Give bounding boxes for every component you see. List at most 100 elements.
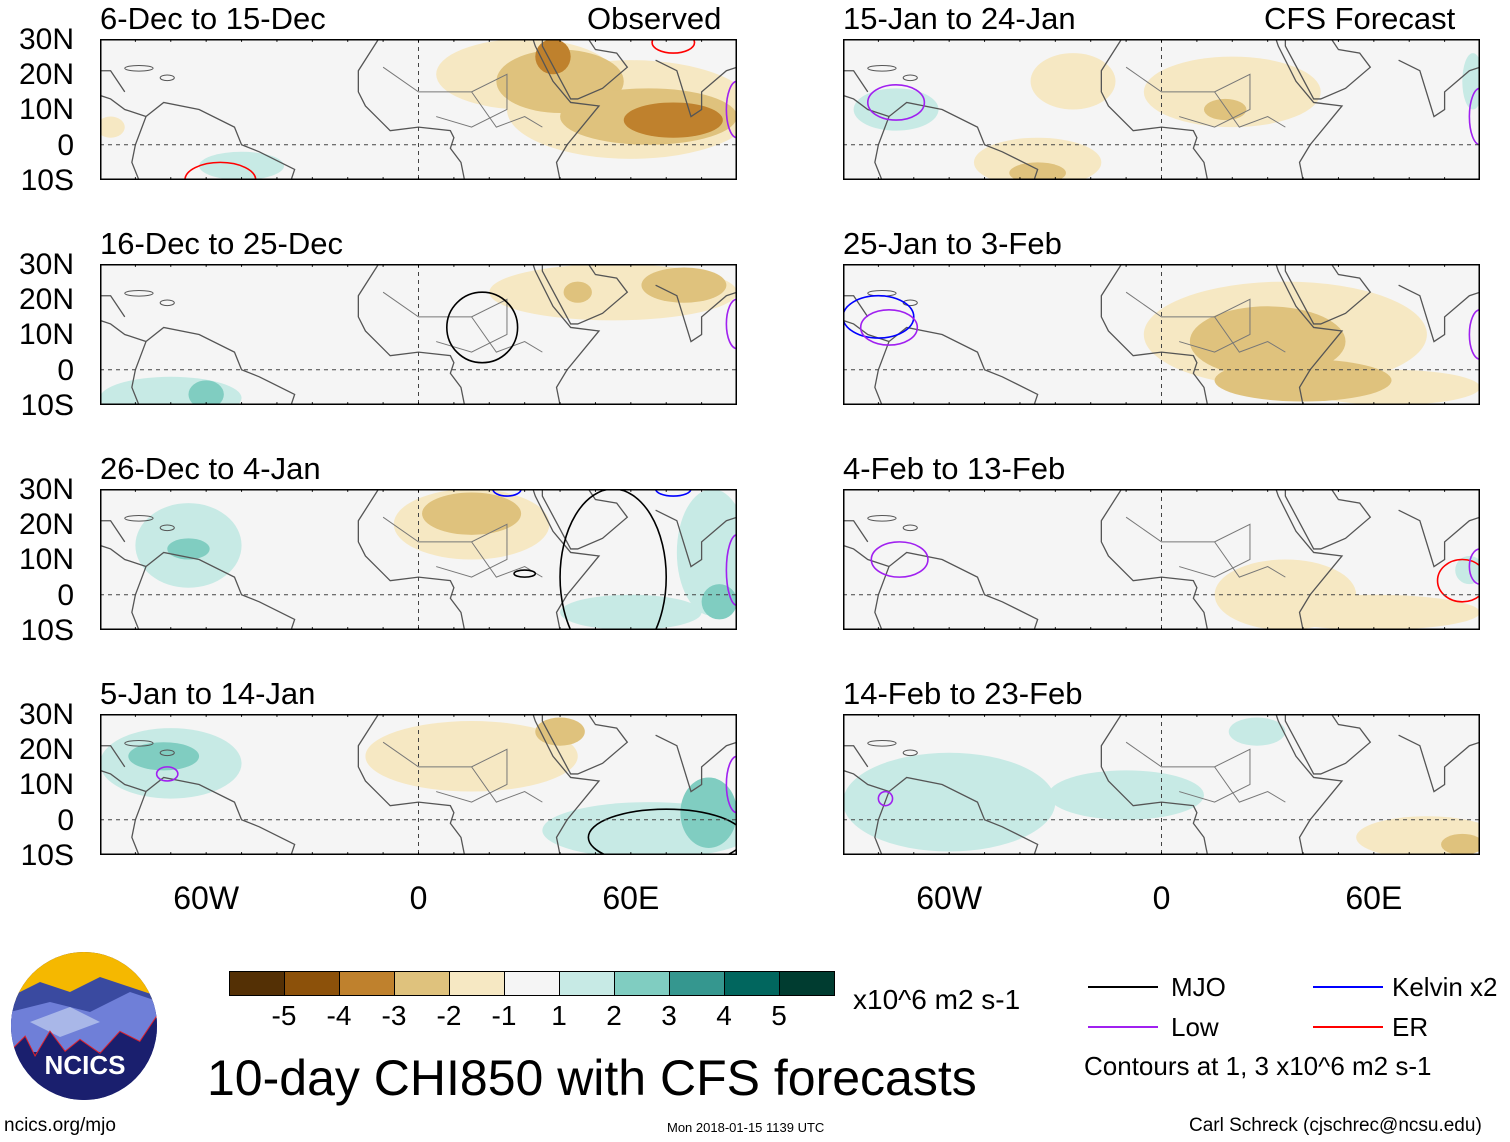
panel-title: 16-Dec to 25-Dec: [100, 226, 343, 261]
colorbar-swatch: [505, 972, 560, 995]
coastline-camer: [100, 95, 146, 116]
lat-label: 30N: [18, 23, 74, 56]
contour-low: [1469, 549, 1480, 584]
colorbar-label: -5: [271, 1000, 297, 1031]
coastline-africaE: [532, 39, 599, 180]
contour-low: [878, 792, 892, 806]
coastline-india: [1399, 510, 1480, 566]
coastline-samerW: [875, 342, 889, 405]
coastline-samer: [146, 327, 295, 405]
colorbar-swatch: [340, 972, 395, 995]
contour-mjo: [560, 489, 666, 630]
coastline-cuba: [125, 290, 153, 296]
colorbar-label: -3: [381, 1000, 407, 1031]
map-panel: [843, 264, 1480, 405]
anomaly-shading: [100, 116, 125, 138]
contour-low: [1469, 88, 1480, 144]
coastline-camer: [100, 545, 146, 566]
anomaly-shading: [973, 137, 1102, 180]
coastline-samer: [889, 102, 1038, 180]
anomaly-shading: [1203, 98, 1247, 121]
map-panel: [100, 489, 737, 630]
coastline-cuba: [868, 65, 896, 71]
legend-line-er: [1313, 1026, 1383, 1028]
lon-label: 60W: [916, 880, 983, 916]
coastline-arabia: [542, 39, 627, 99]
border-lines: [1126, 517, 1285, 577]
coastline-hispaniola: [903, 75, 917, 81]
anomaly-shading: [535, 717, 585, 746]
coastline-samer: [889, 327, 1038, 405]
lat-label: 30N: [18, 698, 74, 731]
coastline-camerN: [100, 746, 125, 767]
coastline-arabia: [1285, 714, 1370, 774]
coastline-camerN: [843, 746, 868, 767]
coastline-samerW: [875, 567, 889, 630]
lon-label: 60W: [173, 880, 240, 916]
anomaly-shading: [676, 489, 737, 616]
map-panel: [843, 489, 1480, 630]
footer-url: ncics.org/mjo: [4, 1115, 116, 1136]
border-lines: [383, 67, 542, 127]
anomaly-shading: [853, 88, 939, 131]
contour-low: [868, 85, 925, 120]
coastline-camer: [100, 320, 146, 341]
coastline-india: [1399, 735, 1480, 791]
coastline-india: [656, 285, 737, 341]
colorbar-swatch: [670, 972, 725, 995]
lat-label: 10S: [20, 613, 74, 647]
lat-label: 20N: [18, 58, 74, 92]
coastline-samerW: [132, 342, 146, 405]
coastline-samerW: [875, 117, 889, 180]
coastline-india: [656, 60, 737, 116]
anomaly-shading: [641, 267, 727, 303]
anomaly-shading: [1441, 833, 1480, 855]
colorbar-label: 1: [551, 1000, 567, 1031]
coastline-arabia: [1285, 489, 1370, 549]
lat-label: 30N: [18, 248, 74, 281]
lat-label: 10S: [20, 838, 74, 872]
map-panel: [100, 714, 737, 855]
coastline-hispaniola: [903, 300, 917, 306]
contour-low: [871, 542, 928, 577]
anomaly-shading: [560, 594, 702, 630]
contour-kelvin: [656, 489, 691, 496]
lat-label: 10S: [20, 163, 74, 197]
colorbar-label: 5: [771, 1000, 787, 1031]
contour-low: [726, 756, 737, 812]
lat-label: 20N: [18, 283, 74, 317]
colorbar-swatch: [725, 972, 780, 995]
anomaly-shading: [1143, 56, 1321, 128]
coastline-samerW: [132, 117, 146, 180]
lat-label: 10N: [18, 768, 74, 802]
observed-header: Observed: [587, 1, 722, 36]
coastline-samer: [889, 552, 1038, 630]
anomaly-shading: [1048, 770, 1204, 820]
coastline-arabia: [542, 264, 627, 324]
ncics-logo: NCICS: [11, 952, 157, 1100]
contour-low: [726, 535, 737, 606]
lon-label: 60E: [602, 880, 660, 916]
legend-line-low: [1088, 1026, 1158, 1028]
coastline-hispaniola: [160, 525, 174, 531]
border-lines: [1126, 742, 1285, 802]
coastline-africaE: [532, 264, 599, 405]
lat-label: 0: [57, 578, 74, 612]
colorbar-swatch: [230, 972, 285, 995]
contour-low: [726, 81, 737, 137]
coastline-samer: [146, 102, 295, 180]
colorbar-label: -4: [326, 1000, 352, 1031]
coastline-cuba: [125, 515, 153, 521]
panel-title: 15-Jan to 24-Jan: [843, 1, 1076, 36]
coastline-camer: [843, 545, 889, 566]
anomaly-shading: [680, 777, 737, 848]
coastline-cuba: [868, 740, 896, 746]
anomaly-shading: [1455, 555, 1480, 585]
footer-timestamp: Mon 2018-01-15 1139 UTC: [667, 1120, 825, 1135]
anomaly-shading: [1030, 53, 1116, 110]
contour-note: Contours at 1, 3 x10^6 m2 s-1: [1084, 1051, 1432, 1081]
coastline-arabia: [542, 714, 627, 774]
anomaly-shading: [1267, 594, 1480, 630]
coastline-camerN: [100, 521, 125, 542]
map-panel: [100, 264, 737, 405]
